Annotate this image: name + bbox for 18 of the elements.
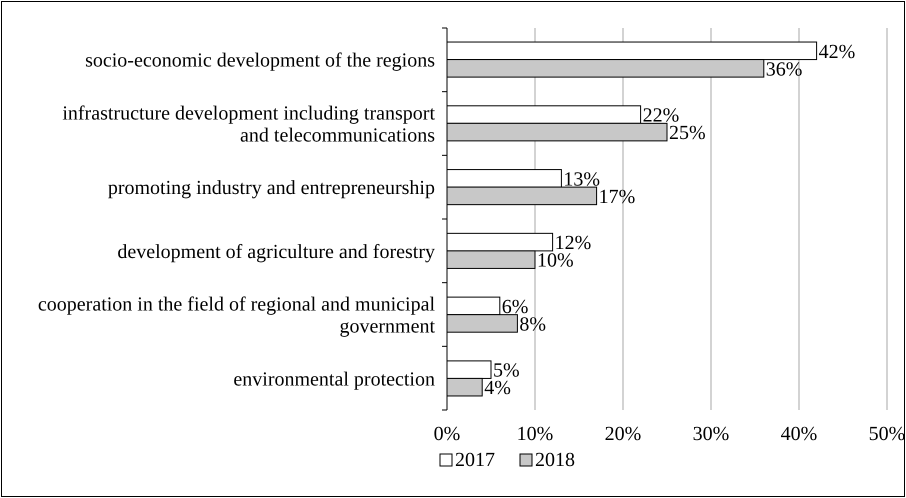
x-tick-label: 30%: [692, 423, 730, 445]
legend-label: 2018: [535, 449, 575, 471]
data-label: 17%: [598, 186, 636, 208]
data-label: 36%: [766, 58, 802, 80]
data-label: 42%: [818, 40, 856, 63]
x-tick-label: 0%: [434, 423, 460, 445]
x-tick-label: 20%: [604, 423, 642, 445]
y-tick-label: socio-economic development of the regions: [85, 50, 436, 72]
y-tick-label: infrastructure development including transport and telecommunications: [62, 102, 436, 146]
y-tick-label: development of agriculture and forestry: [117, 240, 435, 263]
y-tick-label: cooperation in the field of regional and municipal government: [38, 294, 436, 338]
y-tick-label: promoting industry and entrepreneurship: [108, 177, 435, 200]
x-tick-label: 40%: [780, 423, 818, 445]
x-tick-label: 50%: [868, 423, 906, 445]
data-label: 13%: [563, 168, 600, 190]
x-tick-label: 10%: [516, 423, 554, 445]
y-tick-label: environmental protection: [233, 368, 435, 390]
legend-label: 2017: [455, 449, 495, 471]
